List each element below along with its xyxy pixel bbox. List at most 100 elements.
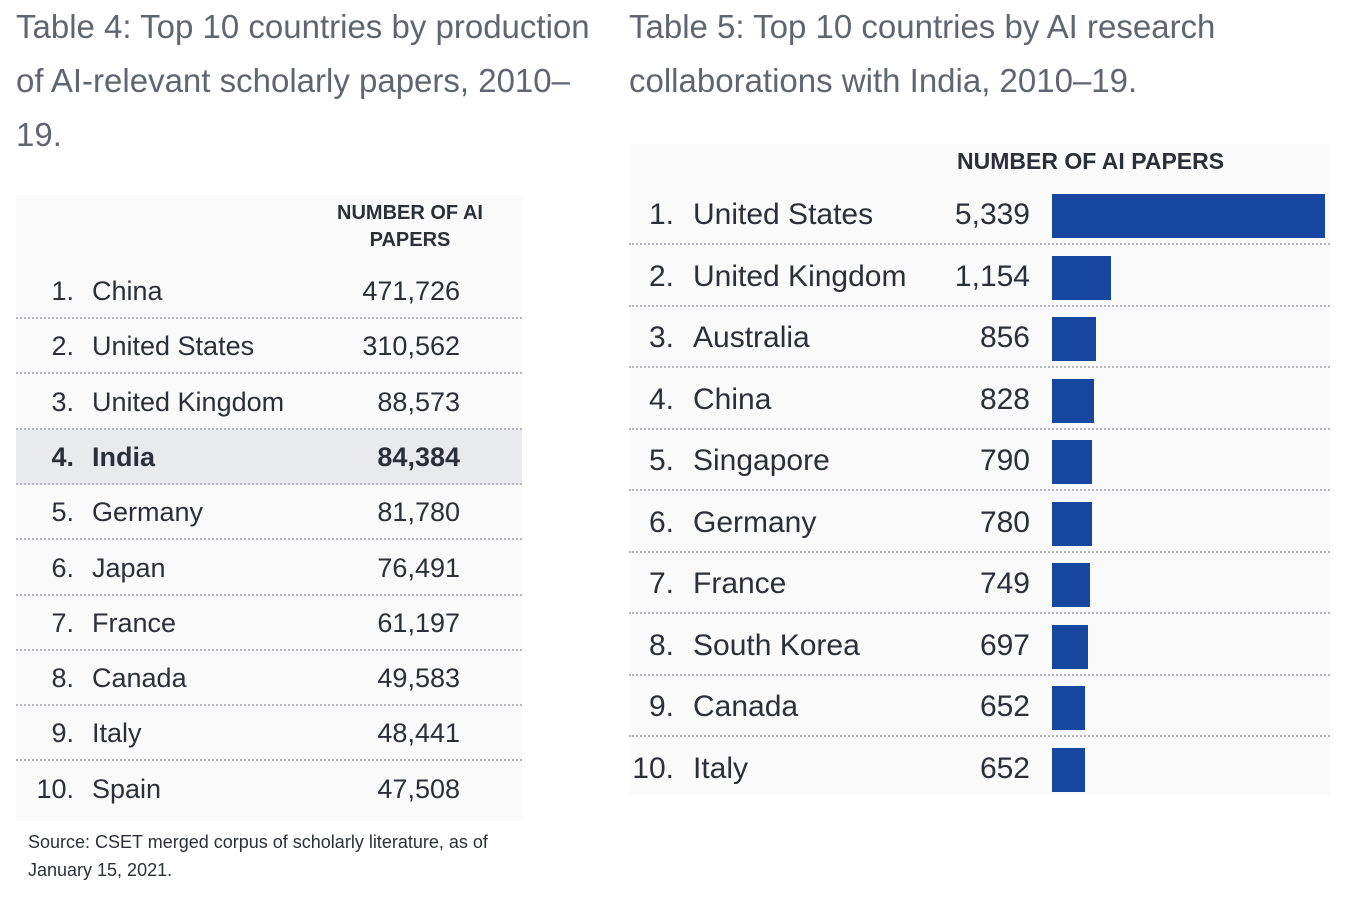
- bar: [1052, 563, 1090, 607]
- bar-category-label: Singapore: [693, 444, 830, 477]
- row-divider: [16, 538, 522, 541]
- row-rank: 10.: [36, 773, 74, 804]
- bar-value-label: 856: [979, 321, 1030, 354]
- row-country: United Kingdom: [92, 386, 285, 417]
- row-divider: [629, 304, 1330, 307]
- row-value: 310,562: [362, 331, 460, 362]
- row-rank: 7.: [51, 607, 74, 638]
- row-rank: 8.: [51, 663, 74, 694]
- bar-category-label: China: [693, 382, 772, 416]
- table5-column-header: NUMBER OF AI PAPERS: [957, 148, 1225, 174]
- row-divider: [629, 673, 1330, 676]
- bar: [1052, 255, 1111, 300]
- row-country: France: [92, 607, 177, 638]
- bar: [1052, 624, 1088, 669]
- row-divider: [16, 648, 522, 651]
- bar: [1052, 317, 1096, 361]
- table4-row-highlighted: 4. India 84,384: [16, 429, 522, 485]
- bar-category-label: South Korea: [693, 628, 860, 662]
- row-divider: [629, 243, 1330, 245]
- row-divider: [629, 550, 1330, 553]
- row-country: United States: [92, 331, 255, 362]
- table4-row: 10. Spain 47,508: [16, 762, 522, 817]
- row-divider: [16, 372, 522, 375]
- chart-row: 9. Canada 652: [629, 676, 1330, 737]
- row-country: Germany: [92, 497, 204, 528]
- bar-category-label: Canada: [693, 690, 799, 723]
- chart-row: 2. United Kingdom 1,154: [629, 246, 1330, 307]
- chart-row: 7. France 749: [629, 553, 1330, 614]
- bar: [1052, 747, 1085, 792]
- table5-bar-chart: NUMBER OF AI PAPERS 1. United States 5,339…: [629, 144, 1330, 794]
- row-value: 48,441: [377, 718, 460, 749]
- row-rank: 6.: [51, 552, 74, 583]
- row-country: Canada: [92, 663, 187, 694]
- bar-rank-label: 7.: [648, 567, 674, 600]
- bar: [1052, 686, 1085, 730]
- row-value: 471,726: [362, 276, 460, 306]
- chart-row: 10. Italy 652: [629, 738, 1330, 799]
- bar-rank-label: 3.: [648, 321, 674, 354]
- row-value: 84,384: [377, 441, 460, 472]
- table4: NUMBER OF AI PAPERS 1. China 471,726 2. Unit…: [16, 195, 522, 821]
- bar-value-label: 828: [979, 382, 1030, 416]
- row-rank: 4.: [51, 441, 74, 472]
- bar-rank-label: 10.: [632, 751, 674, 785]
- bar: [1052, 194, 1325, 238]
- bar-value-label: 749: [979, 567, 1030, 600]
- table4-row: 8. Canada 49,583: [16, 651, 522, 707]
- bar-value-label: 790: [979, 444, 1030, 477]
- row-value: 88,573: [377, 386, 460, 417]
- row-divider: [629, 489, 1330, 491]
- row-divider: [16, 317, 522, 319]
- chart-row: 8. South Korea 697: [629, 615, 1330, 676]
- bar-value-label: 652: [979, 690, 1030, 723]
- source-note: Source: CSET merged corpus of scholarly …: [28, 832, 488, 880]
- bar-value-label: 1,154: [954, 259, 1030, 293]
- row-country: China: [92, 276, 163, 306]
- row-divider: [629, 735, 1330, 737]
- row-divider: [629, 612, 1330, 614]
- table4-row: 6. Japan 76,491: [16, 541, 522, 596]
- bar-rank-label: 5.: [648, 444, 674, 477]
- row-divider: [629, 427, 1330, 430]
- bar-rank-label: 8.: [648, 628, 674, 662]
- table4-row: 9. Italy 48,441: [16, 706, 522, 762]
- table5-title: Table 5: Top 10 countries by AI research…: [629, 8, 1216, 99]
- row-divider: [16, 593, 522, 596]
- bar-value-label: 652: [979, 751, 1030, 785]
- table5-background: [629, 144, 1330, 794]
- row-value: 49,583: [377, 663, 460, 694]
- row-divider: [16, 427, 522, 430]
- row-value: 61,197: [377, 607, 460, 638]
- bar-category-label: Australia: [693, 321, 810, 354]
- row-rank: 3.: [51, 386, 74, 417]
- row-value: 81,780: [377, 497, 460, 528]
- row-country: Italy: [92, 718, 142, 749]
- chart-row: 1. United States 5,339: [629, 184, 1330, 245]
- bar-rank-label: 1.: [648, 198, 674, 231]
- bar-category-label: United Kingdom: [693, 259, 907, 293]
- table4-title: Table 4: Top 10 countries by production …: [16, 8, 590, 153]
- bar-rank-label: 2.: [648, 259, 674, 293]
- table4-column-header: NUMBER OF AI PAPERS: [337, 202, 483, 251]
- bar-category-label: United States: [693, 198, 874, 231]
- table4-row: 5. Germany 81,780: [16, 485, 522, 541]
- chart-row: 6. Germany 780: [629, 492, 1330, 553]
- table4-row: 1. China 471,726: [16, 264, 522, 319]
- chart-row: 5. Singapore 790: [629, 430, 1330, 491]
- bar: [1052, 378, 1094, 423]
- chart-row: 4. China 828: [629, 369, 1330, 430]
- row-country: India: [92, 441, 156, 472]
- bar-rank-label: 6.: [648, 505, 674, 539]
- chart-row: 3. Australia 856: [629, 307, 1330, 368]
- row-rank: 1.: [51, 276, 74, 306]
- bar-category-label: Germany: [693, 505, 817, 539]
- bar: [1052, 501, 1092, 546]
- table4-row: 7. France 61,197: [16, 596, 522, 651]
- bar-value-label: 5,339: [954, 198, 1030, 231]
- bar-rank-label: 4.: [648, 382, 674, 416]
- bar-category-label: France: [693, 567, 787, 600]
- table4-row: 3. United Kingdom 88,573: [16, 375, 522, 430]
- row-rank: 9.: [51, 718, 74, 749]
